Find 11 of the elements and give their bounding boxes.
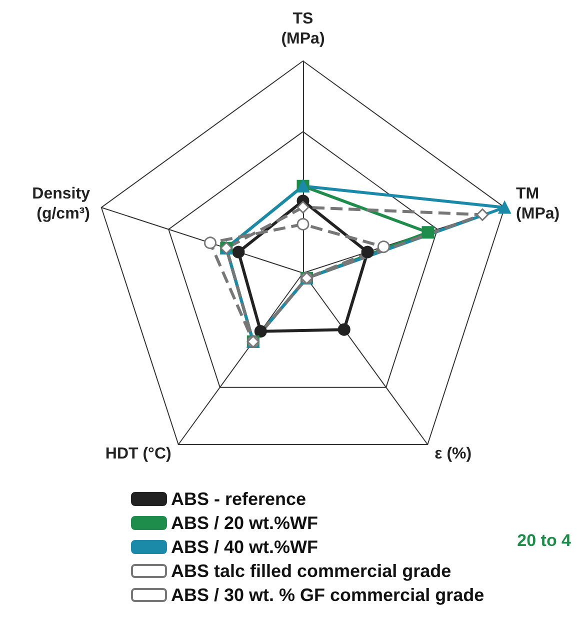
spoke-label: HDT (°C) [105, 446, 172, 463]
spoke-label: ε (%) [434, 446, 472, 463]
legend-label: ABS - reference [171, 489, 306, 509]
spoke-label: Density (g/cm³) [32, 185, 90, 222]
legend-label: ABS talc filled commercial grade [171, 561, 452, 581]
spoke-label: TS (MPa) [281, 10, 325, 48]
legend-label: ABS / 20 wt.%WF [171, 513, 318, 533]
legend-label: ABS / 40 wt.%WF [171, 537, 318, 557]
legend-label: ABS / 30 wt. % GF commercial grade [171, 585, 484, 605]
spoke-label: TM (MPa) [516, 185, 560, 222]
text: 20 to 4 [517, 531, 572, 550]
